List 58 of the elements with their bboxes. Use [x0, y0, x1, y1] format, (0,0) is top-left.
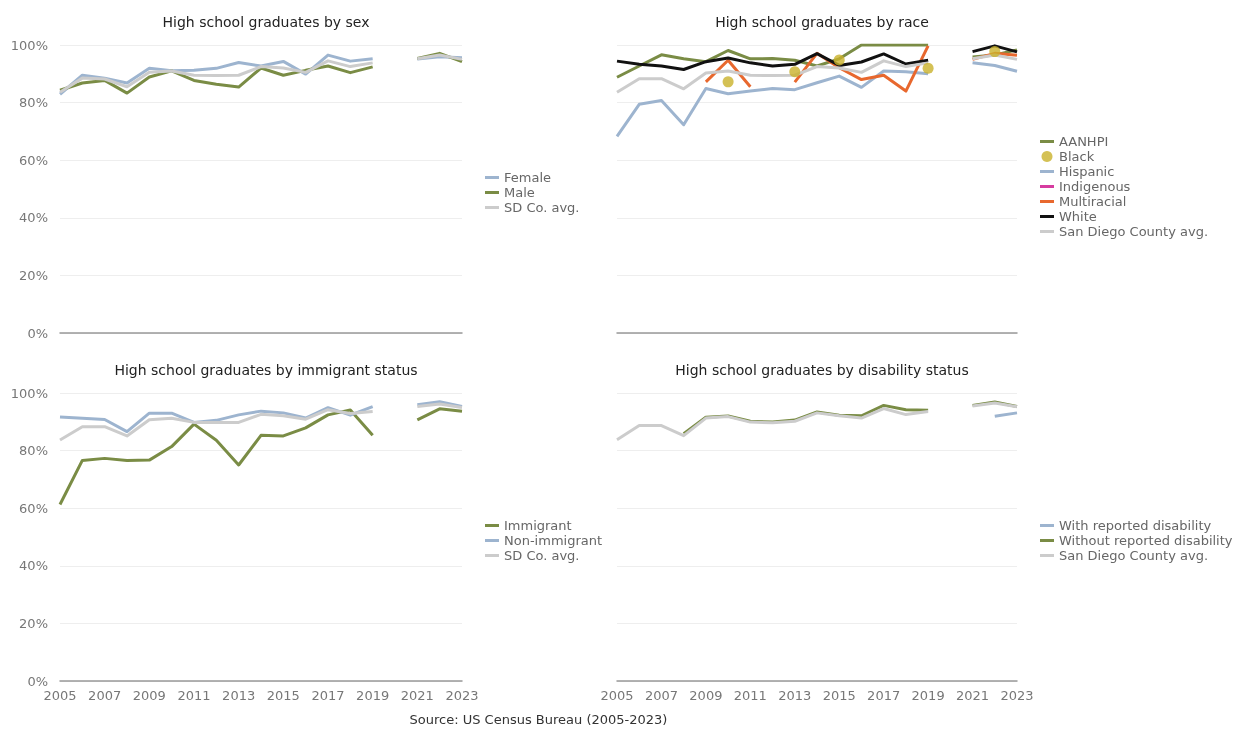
legend-label: AANHPI [1059, 134, 1109, 149]
legend-label: Male [504, 185, 535, 200]
legend-label: Female [504, 170, 552, 185]
y-tick-label: 0% [27, 325, 48, 341]
x-tick-label: 2015 [266, 688, 300, 703]
point [722, 76, 734, 88]
x-tick-label: 2005 [43, 688, 77, 703]
x-tick-label: 2013 [778, 688, 812, 703]
y-tick-label: 100% [10, 385, 48, 401]
y-tick-label: 0% [27, 673, 48, 689]
legend-label: White [1059, 209, 1097, 224]
point [922, 62, 934, 74]
y-tick-label: 20% [19, 267, 48, 283]
x-tick-label: 2009 [689, 688, 723, 703]
x-tick-label: 2023 [445, 688, 479, 703]
x-tick-label: 2013 [222, 688, 256, 703]
y-tick-label: 60% [19, 500, 48, 516]
x-tick-label: 2007 [644, 688, 678, 703]
legend-label: Black [1059, 149, 1095, 164]
legend-label: Multiracial [1059, 194, 1127, 209]
source-note: Source: US Census Bureau (2005-2023) [408, 712, 669, 727]
legend-label: Immigrant [504, 518, 572, 533]
x-tick-label: 2017 [311, 688, 345, 703]
legend-label: San Diego County avg. [1059, 548, 1209, 563]
x-tick-label: 2007 [88, 688, 122, 703]
legend-label: Non-immigrant [504, 533, 603, 548]
x-tick-label: 2009 [132, 688, 166, 703]
x-tick-label: 2023 [1000, 688, 1034, 703]
x-tick-label: 2015 [822, 688, 856, 703]
legend-label: San Diego County avg. [1059, 224, 1209, 239]
point [989, 46, 1001, 58]
point [833, 54, 845, 66]
x-tick-label: 2005 [600, 688, 634, 703]
y-tick-label: 80% [19, 95, 48, 111]
y-tick-label: 80% [19, 443, 48, 459]
chart-title: High school graduates by sex [162, 14, 370, 30]
x-tick-label: 2021 [400, 688, 434, 703]
x-tick-label: 2021 [956, 688, 990, 703]
legend-label: SD Co. avg. [504, 200, 580, 215]
y-tick-label: 40% [19, 210, 48, 226]
point [789, 66, 801, 78]
chart-title: High school graduates by immigrant status [114, 362, 418, 378]
x-tick-label: 2017 [867, 688, 901, 703]
y-tick-label: 20% [19, 615, 48, 631]
legend-label: Indigenous [1059, 179, 1131, 194]
legend-label: Without reported disability [1059, 533, 1233, 548]
x-tick-label: 2011 [177, 688, 211, 703]
y-tick-label: 60% [19, 152, 48, 168]
x-tick-label: 2019 [356, 688, 390, 703]
x-tick-label: 2011 [733, 688, 767, 703]
chart-title: High school graduates by race [715, 14, 929, 30]
legend-label: With reported disability [1059, 518, 1212, 533]
legend-label: Hispanic [1059, 164, 1115, 179]
legend-label: SD Co. avg. [504, 548, 580, 563]
x-tick-label: 2019 [911, 688, 945, 703]
chart-title: High school graduates by disability status [675, 362, 969, 378]
y-tick-label: 100% [10, 37, 48, 53]
y-tick-label: 40% [19, 558, 48, 574]
